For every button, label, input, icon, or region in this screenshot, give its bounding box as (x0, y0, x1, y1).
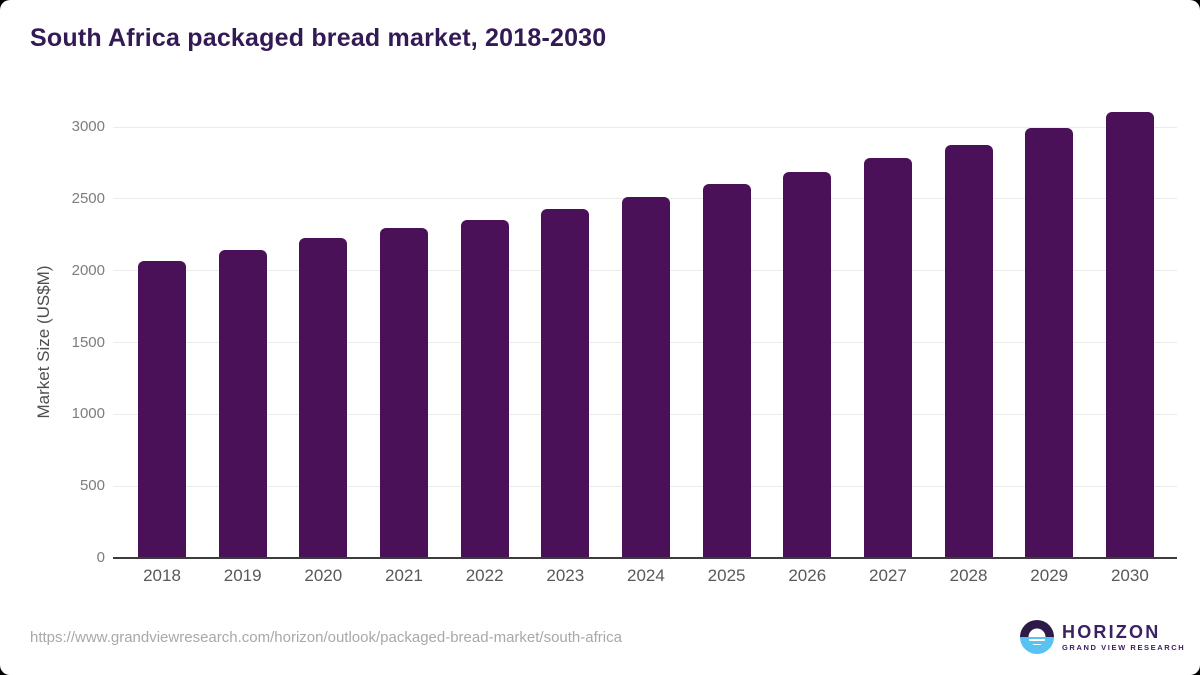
y-tick-label: 2000 (71, 261, 105, 279)
horizon-stripe (1020, 641, 1054, 644)
x-tick-label: 2022 (465, 566, 504, 585)
chart-bar-2020[interactable] (299, 238, 348, 558)
y-tick-label: 0 (96, 549, 105, 566)
horizon-stripe (1020, 636, 1054, 639)
x-tick-label: 2030 (1110, 566, 1149, 585)
x-tick-label: 2024 (627, 566, 665, 585)
chart-title: South Africa packaged bread market, 2018… (30, 24, 607, 52)
y-tick-label: 1000 (71, 405, 105, 423)
y-tick-label: 1500 (71, 333, 105, 351)
x-tick-label: 2023 (546, 566, 585, 585)
x-tick-label: 2021 (385, 566, 423, 585)
plot-area: 0 500 1000 1500 2000 2500 3000 (72, 111, 1177, 566)
brand-logo[interactable]: HORIZON GRAND VIEW RESEARCH (1020, 620, 1185, 654)
source-url: https://www.grandviewresearch.com/horizo… (30, 629, 622, 646)
chart-bar-2028[interactable] (944, 144, 993, 558)
gridline (113, 126, 1177, 128)
logo-brand-name: HORIZON (1062, 622, 1161, 642)
x-tick-label: 2029 (1030, 566, 1069, 585)
chart-bar-2030[interactable] (1105, 111, 1154, 558)
x-axis-labels: 2018 2019 2020 2021 2022 2023 2024 2025 2026 2027… (113, 566, 1177, 590)
logo-sub-brand: GRAND VIEW RESEARCH (1062, 643, 1186, 652)
x-tick-label: 2027 (868, 566, 907, 585)
logo-text: HORIZON GRAND VIEW RESEARCH (1062, 622, 1185, 652)
chart-bar-2027[interactable] (863, 157, 912, 558)
x-tick-label: 2018 (143, 566, 181, 585)
x-tick-label: 2028 (949, 566, 988, 585)
x-tick-label: 2025 (707, 566, 746, 585)
chart-bar-2029[interactable] (1025, 128, 1074, 558)
chart-bar-2026[interactable] (783, 171, 832, 558)
x-tick-label: 2019 (223, 566, 262, 585)
chart-bar-2019[interactable] (218, 249, 267, 558)
y-tick-label: 3000 (71, 118, 105, 135)
x-axis-line (113, 557, 1177, 559)
y-tick-label: 2500 (71, 189, 105, 207)
chart-bar-2022[interactable] (460, 219, 509, 558)
x-tick-label: 2026 (788, 566, 827, 585)
chart-bar-2024[interactable] (621, 197, 670, 558)
horizon-stripe (1020, 645, 1054, 648)
x-tick-label: 2020 (304, 566, 343, 585)
chart-bar-2021[interactable] (379, 228, 428, 558)
sunrise-horizon-icon (1020, 620, 1054, 654)
chart-bar-2018[interactable] (138, 261, 186, 558)
y-tick-label: 500 (79, 477, 105, 495)
chart-bar-2025[interactable] (702, 184, 751, 558)
chart-bar-2023[interactable] (541, 208, 590, 558)
bar-series (113, 111, 1177, 558)
